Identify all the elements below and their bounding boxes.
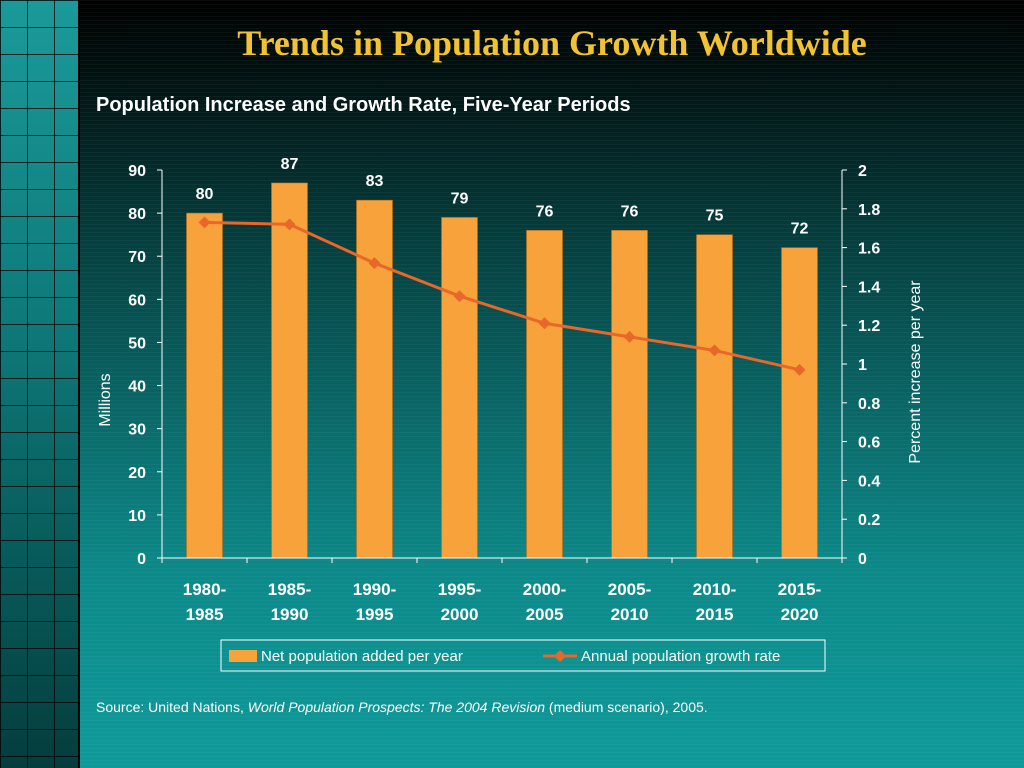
y-axis-ticks: 0 10 20 30 40 50 60 70 80 90 xyxy=(128,163,162,568)
x-tick-label-line: 1985 xyxy=(186,605,224,624)
x-tick-label: 2015- 2020 xyxy=(778,580,821,624)
legend-line-label: Annual population growth rate xyxy=(581,648,780,665)
x-axis-ticks: 1980- 1985 1985- 1990 1990- 1995 1995- 2000 2000… xyxy=(161,558,843,624)
x-tick-label-line: 2010 xyxy=(611,605,649,624)
chart-subtitle: Population Increase and Growth Rate, Fiv… xyxy=(96,94,631,116)
bar-data-labels: 80 87 83 79 76 76 75 72 xyxy=(196,156,809,238)
x-tick-label-line: 2005 xyxy=(526,605,564,624)
source-prefix: Source: United Nations, xyxy=(96,699,248,715)
bar xyxy=(186,212,223,559)
legend-line-marker xyxy=(554,650,566,662)
y-tick-label: 60 xyxy=(128,292,146,309)
source-publication: World Population Prospects: The 2004 Rev… xyxy=(247,699,546,715)
bar-data-label: 75 xyxy=(706,208,724,225)
x-tick-label-line: 2000- xyxy=(523,580,566,599)
y-tick-label: 30 xyxy=(128,422,146,439)
bar-data-label: 79 xyxy=(451,190,469,207)
x-tick-label: 1980- 1985 xyxy=(183,580,226,624)
bar xyxy=(696,234,733,559)
x-tick-label: 1990- 1995 xyxy=(353,580,396,624)
y-tick-label: 0 xyxy=(137,551,146,568)
y-axis-label: Millions xyxy=(97,373,114,426)
x-tick-label-line: 2010- xyxy=(693,580,736,599)
x-tick-label: 2000- 2005 xyxy=(523,580,566,624)
bar-data-label: 76 xyxy=(621,203,639,220)
line-point-marker xyxy=(198,216,211,229)
chart-axes xyxy=(161,170,843,559)
y-tick-label: 50 xyxy=(128,335,146,352)
y2-axis-label: Percent increase per year xyxy=(907,280,924,464)
y2-tick-label: 0.4 xyxy=(858,473,880,490)
y-tick-label: 40 xyxy=(128,379,146,396)
x-tick-label-line: 1980- xyxy=(183,580,226,599)
bar xyxy=(611,230,648,559)
line-point-marker xyxy=(283,218,296,231)
x-tick-label: 1985- 1990 xyxy=(268,580,311,624)
y-tick-label: 80 xyxy=(128,206,146,223)
y2-tick-label: 1.2 xyxy=(858,318,880,335)
x-tick-label-line: 2005- xyxy=(608,580,651,599)
bar-series xyxy=(186,182,818,559)
bar xyxy=(356,199,393,559)
legend-bar-label: Net population added per year xyxy=(261,648,463,665)
y-tick-label: 90 xyxy=(128,163,146,180)
x-tick-label-line: 2015- xyxy=(778,580,821,599)
slide-title: Trends in Population Growth Worldwide xyxy=(237,23,867,63)
line-point-marker xyxy=(453,290,466,303)
source-suffix: (medium scenario), 2005. xyxy=(545,699,708,715)
x-tick-label: 2010- 2015 xyxy=(693,580,736,624)
y-tick-label: 20 xyxy=(128,465,146,482)
y2-axis-ticks: 0 0.2 0.4 0.6 0.8 1 1.2 1.4 1.6 1.8 2 xyxy=(842,163,880,568)
bar-data-label: 76 xyxy=(536,203,554,220)
source-note: Source: United Nations, World Population… xyxy=(96,699,708,715)
line-series xyxy=(198,216,806,376)
y2-tick-label: 0.8 xyxy=(858,396,880,413)
y2-tick-label: 1 xyxy=(858,357,867,374)
y2-tick-label: 0.6 xyxy=(858,435,880,452)
bar xyxy=(781,247,818,559)
growth-rate-line xyxy=(204,220,800,372)
y-tick-label: 10 xyxy=(128,508,146,525)
y2-tick-label: 1.4 xyxy=(858,279,880,296)
y2-tick-label: 2 xyxy=(858,163,867,180)
line-point-marker xyxy=(368,257,381,270)
bar-data-label: 72 xyxy=(791,221,809,238)
x-tick-label: 1995- 2000 xyxy=(438,580,481,624)
x-tick-label-line: 1995 xyxy=(356,605,394,624)
bar-data-label: 83 xyxy=(366,173,384,190)
line-point-marker xyxy=(538,317,551,330)
y2-tick-label: 1.6 xyxy=(858,241,880,258)
y2-tick-label: 1.8 xyxy=(858,202,880,219)
line-point-marker xyxy=(708,344,721,357)
chart-legend: Net population added per year Annual pop… xyxy=(220,639,826,672)
x-tick-label-line: 2020 xyxy=(781,605,819,624)
bar-data-label: 80 xyxy=(196,186,214,203)
line-point-marker xyxy=(623,330,636,343)
x-tick-label-line: 1995- xyxy=(438,580,481,599)
x-tick-label-line: 2000 xyxy=(441,605,479,624)
x-tick-label-line: 1990- xyxy=(353,580,396,599)
y-tick-label: 70 xyxy=(128,249,146,266)
legend-bar-swatch xyxy=(229,650,257,662)
line-point-marker xyxy=(793,363,806,376)
y2-tick-label: 0 xyxy=(858,551,867,568)
bar xyxy=(271,182,308,559)
bar-data-label: 87 xyxy=(281,156,299,173)
y2-tick-label: 0.2 xyxy=(858,512,880,529)
x-tick-label-line: 1990 xyxy=(271,605,309,624)
legend-box xyxy=(220,639,826,672)
x-tick-label-line: 2015 xyxy=(696,605,734,624)
decorative-tile-strip xyxy=(0,0,80,768)
x-tick-label-line: 1985- xyxy=(268,580,311,599)
bar xyxy=(441,217,478,559)
x-tick-label: 2005- 2010 xyxy=(608,580,651,624)
bar xyxy=(526,230,563,559)
